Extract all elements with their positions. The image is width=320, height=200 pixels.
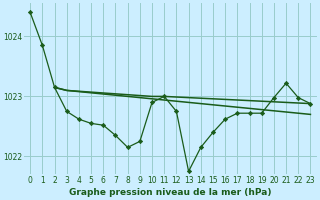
X-axis label: Graphe pression niveau de la mer (hPa): Graphe pression niveau de la mer (hPa) [69,188,272,197]
